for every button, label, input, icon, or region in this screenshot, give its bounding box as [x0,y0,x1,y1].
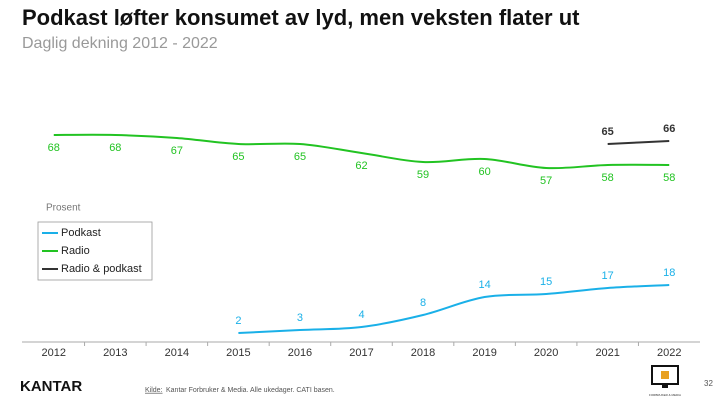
data-label: 2 [235,315,241,327]
data-label: 68 [48,142,60,154]
x-tick-label: 2019 [472,347,496,359]
x-tick-label: 2017 [349,347,373,359]
x-tick-label: 2022 [657,347,681,359]
x-tick-label: 2012 [42,347,66,359]
data-label: 17 [602,270,614,282]
x-tick-label: 2016 [288,347,312,359]
data-label: 8 [420,297,426,309]
icon-cart [661,371,669,379]
data-label: 65 [602,126,614,138]
icon-stand [662,384,668,388]
data-label: 58 [602,172,614,184]
source: Kantar Forbruker & Media. Alle ukedager.… [166,387,335,394]
data-label: 65 [294,151,306,163]
data-label: 18 [663,267,675,279]
chart-subtitle: Daglig dekning 2012 - 2022 [22,35,218,52]
page-number: 32 [704,379,713,388]
data-label: 68 [109,142,121,154]
data-label: 3 [297,312,303,324]
data-label: 66 [663,123,675,135]
data-label: 57 [540,175,552,187]
x-tick-label: 2014 [165,347,189,359]
legend-label: Radio [61,245,90,257]
data-label: 59 [417,169,429,181]
chart-title: Podkast løfter konsumet av lyd, men veks… [22,5,580,30]
data-label: 4 [358,309,364,321]
source-label: Kilde: [145,387,163,394]
icon-caption: FORBRUKER & MEDIA [649,393,681,397]
data-label: 67 [171,145,183,157]
data-label: 65 [232,151,244,163]
data-label: 14 [478,279,490,291]
series-line [238,284,670,334]
x-tick-label: 2015 [226,347,250,359]
x-tick-label: 2013 [103,347,127,359]
legend-label: Radio & podkast [61,263,142,275]
x-tick-label: 2018 [411,347,435,359]
legend-label: Podkast [61,227,101,239]
data-label: 58 [663,172,675,184]
x-tick-label: 2020 [534,347,558,359]
series-line [53,133,670,170]
brand: KANTAR [20,378,82,395]
data-label: 62 [355,160,367,172]
data-label: 60 [478,166,490,178]
x-tick-label: 2021 [595,347,619,359]
data-label: 15 [540,276,552,288]
y-axis-label: Prosent [46,203,81,214]
series-line [607,140,670,145]
